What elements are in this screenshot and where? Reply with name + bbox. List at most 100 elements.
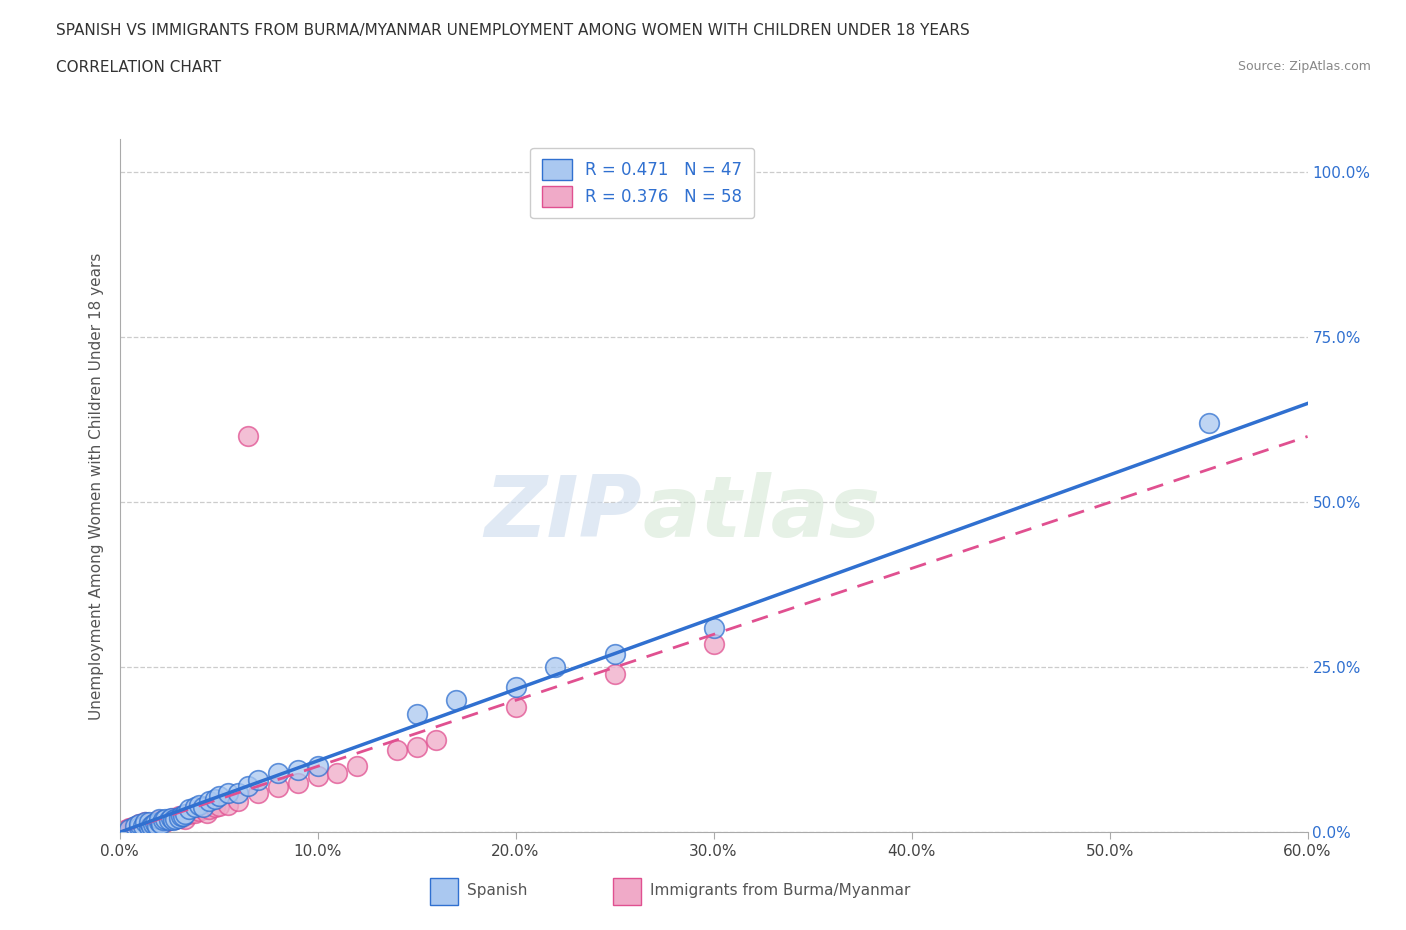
Point [544,660,567,675]
Point [228,785,250,800]
Point [603,646,626,661]
Point [181,804,204,818]
Point [141,818,163,833]
Point [505,699,527,714]
Point [128,819,150,834]
Point [425,733,447,748]
FancyBboxPatch shape [430,879,458,905]
Point [134,815,156,830]
Point [153,812,176,827]
Point [146,818,169,833]
Point [134,817,156,831]
Point [118,821,141,836]
Text: atlas: atlas [643,472,880,555]
Point [191,802,214,817]
Point [127,819,149,834]
Point [152,813,174,828]
Point [197,793,219,808]
Point [122,819,145,834]
Point [307,759,329,774]
Text: SPANISH VS IMMIGRANTS FROM BURMA/MYANMAR UNEMPLOYMENT AMONG WOMEN WITH CHILDREN : SPANISH VS IMMIGRANTS FROM BURMA/MYANMAR… [56,23,970,38]
Point [173,806,195,821]
Point [177,802,200,817]
Point [207,789,229,804]
Point [143,816,166,830]
Point [142,817,165,831]
Y-axis label: Unemployment Among Women with Children Under 18 years: Unemployment Among Women with Children U… [89,252,104,720]
Point [141,816,163,830]
Point [157,813,180,828]
Point [148,813,170,828]
Point [132,818,155,833]
Point [157,813,180,828]
Point [217,785,239,800]
Point [191,800,214,815]
Point [217,797,239,812]
Text: Source: ZipAtlas.com: Source: ZipAtlas.com [1237,60,1371,73]
Point [267,765,290,780]
Point [267,780,290,795]
Point [134,815,156,830]
Point [160,810,183,825]
Text: Immigrants from Burma/Myanmar: Immigrants from Burma/Myanmar [650,883,910,897]
Point [346,759,368,774]
Point [187,797,209,812]
Point [287,776,309,790]
Point [238,429,260,444]
Point [326,765,349,780]
Point [238,778,260,793]
Point [204,800,226,815]
Point [143,815,166,830]
Point [138,819,160,834]
Point [163,812,186,827]
Point [204,792,226,807]
Point [150,817,173,831]
Point [162,810,184,825]
Point [136,818,159,833]
Point [170,808,193,823]
Point [128,817,150,831]
Point [307,769,329,784]
Point [195,805,218,820]
Point [444,693,467,708]
Point [187,804,209,818]
Point [118,821,141,836]
Point [385,742,408,757]
FancyBboxPatch shape [613,879,641,905]
Point [162,813,184,828]
Point [603,667,626,682]
Point [146,818,169,833]
Point [128,817,150,831]
Point [138,815,160,830]
Point [142,818,165,833]
Point [702,637,725,652]
Point [702,620,725,635]
Point [405,739,427,754]
Point [150,817,173,831]
Point [1198,416,1220,431]
Point [148,816,170,830]
Point [228,793,250,808]
Point [505,680,527,695]
Point [156,813,179,828]
Text: CORRELATION CHART: CORRELATION CHART [56,60,221,75]
Text: Spanish: Spanish [467,883,527,897]
Point [197,802,219,817]
Point [120,821,142,836]
Point [114,822,136,837]
Text: ZIP: ZIP [485,472,643,555]
Point [138,819,160,834]
Point [170,810,193,825]
Point [128,818,150,833]
Point [207,799,229,814]
Point [184,805,207,820]
Point [148,812,170,827]
Point [405,706,427,721]
Point [167,808,190,823]
Point [124,819,146,834]
Point [132,818,155,833]
Point [143,817,166,831]
Point [184,800,207,815]
Point [163,812,186,827]
Point [287,763,309,777]
